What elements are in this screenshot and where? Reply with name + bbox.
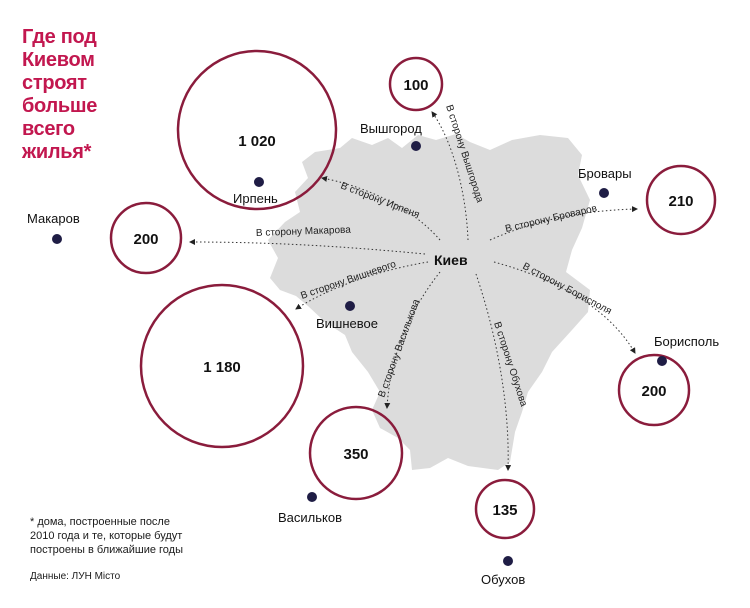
makarov-circle [109,201,183,275]
vishnevoe-dot [345,301,355,311]
vishnevoe-circle [139,283,305,449]
vyshgorod-label: Вышгород [360,121,422,136]
irpen-label: Ирпень [233,191,278,206]
direction-makarov: В сторону Макарова [256,225,352,239]
vasylkiv-label: Васильков [278,510,342,525]
vyshgorod-circle [388,56,444,112]
arrow-vasylkiv [384,271,441,409]
footnote: * дома, построенные после 2010 года и те… [30,515,250,557]
irpen-circle [176,49,338,211]
footnote-text: * дома, построенные после 2010 года и те… [30,516,184,556]
kyiv-label: Киев [434,252,468,268]
brovary-dot [599,188,609,198]
brovary-circle [645,164,717,236]
vishnevoe-value: 1 180 [203,359,241,376]
boryspil-dot [657,356,667,366]
boryspil-label: Борисполь [654,334,719,349]
vasylkiv-circle [308,405,404,501]
arrow-vishnevoe [295,261,429,310]
boryspil-value: 200 [641,383,666,400]
irpen-value: 1 020 [238,133,276,150]
vishnevoe-label: Вишневое [316,316,378,331]
arrow-vyshgorod [431,111,469,241]
title-line: строят [22,72,87,94]
makarov-value: 200 [133,231,158,248]
kyiv-city-area [268,134,590,470]
obukhov-value: 135 [492,502,517,519]
data-source: Данные: ЛУН Місто [30,571,121,582]
map-title: Где под Киевом строят больше всего жилья… [22,26,97,164]
brovary-label: Бровары [578,166,632,181]
title-line: Киевом [22,49,95,71]
obukhov-dot [503,556,513,566]
vyshgorod-dot [411,141,421,151]
vyshgorod-value: 100 [403,77,428,94]
boryspil-circle [617,353,691,427]
title-line: Где под [22,26,97,48]
title-line: жилья* [22,141,92,163]
vasylkiv-value: 350 [343,446,368,463]
brovary-value: 210 [668,193,693,210]
irpen-dot [254,177,264,187]
title-line: всего [22,118,75,140]
obukhov-label: Обухов [481,572,525,587]
makarov-dot [52,234,62,244]
makarov-label: Макаров [27,211,80,226]
obukhov-circle [474,478,536,540]
title-line: больше [22,95,98,117]
arrow-boryspil [493,261,636,354]
mind-logo: m!nd [650,26,728,59]
vasylkiv-dot [307,492,317,502]
